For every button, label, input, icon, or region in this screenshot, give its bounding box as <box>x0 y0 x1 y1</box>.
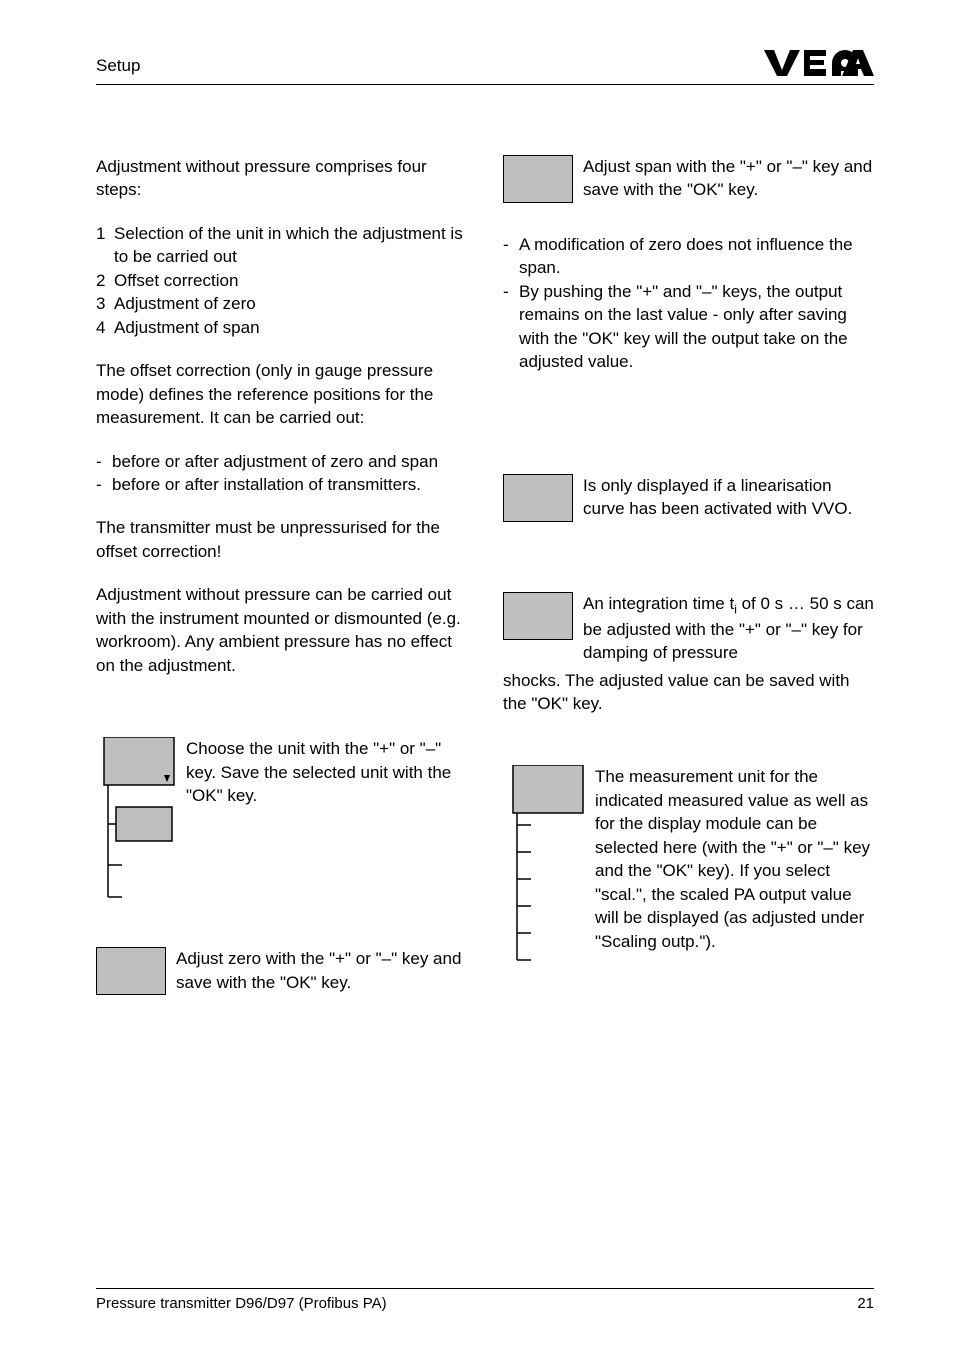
offset-bullets: -before or after adjustment of zero and … <box>96 450 467 497</box>
integration-menu-item: An integration time ti of 0 s … 50 s can… <box>503 592 874 665</box>
footer-divider <box>96 1288 874 1289</box>
span-notes: -A modification of zero does not influen… <box>503 233 874 374</box>
menu-box-icon <box>96 947 166 995</box>
section-header: Setup <box>96 56 140 76</box>
intro-text: Adjustment without pressure comprises fo… <box>96 155 467 202</box>
measurement-unit-item: The measurement unit for the indicated m… <box>503 765 874 965</box>
footer-doc-title: Pressure transmitter D96/D97 (Profibus P… <box>96 1295 387 1312</box>
offset-note: Adjustment without pressure can be carri… <box>96 583 467 677</box>
steps-list: 1Selection of the unit in which the adju… <box>96 222 467 339</box>
unit-menu-item: Choose the unit with the "+" or "–" key.… <box>96 737 467 907</box>
integration-tail: shocks. The adjusted value can be saved … <box>503 669 874 716</box>
zero-menu-text: Adjust zero with the "+" or "–" key and … <box>176 947 467 994</box>
offset-warning: The transmitter must be unpressurised fo… <box>96 516 467 563</box>
menu-box-icon <box>503 155 573 203</box>
integration-text: An integration time ti of 0 s … 50 s can… <box>583 592 874 665</box>
linearisation-text: Is only displayed if a linearisation cur… <box>583 474 874 521</box>
linearisation-menu-item: Is only displayed if a linearisation cur… <box>503 474 874 522</box>
zero-menu-item: Adjust zero with the "+" or "–" key and … <box>96 947 467 995</box>
measurement-unit-text: The measurement unit for the indicated m… <box>595 765 874 953</box>
menu-box-icon <box>503 592 573 640</box>
unit-menu-text: Choose the unit with the "+" or "–" key.… <box>186 737 467 807</box>
vega-logo <box>764 48 874 76</box>
header-divider <box>96 84 874 85</box>
span-menu-text: Adjust span with the "+" or "–" key and … <box>583 155 874 202</box>
page-number: 21 <box>857 1295 874 1312</box>
offset-intro: The offset correction (only in gauge pre… <box>96 359 467 429</box>
span-menu-item: Adjust span with the "+" or "–" key and … <box>503 155 874 203</box>
menu-box-icon <box>503 474 573 522</box>
